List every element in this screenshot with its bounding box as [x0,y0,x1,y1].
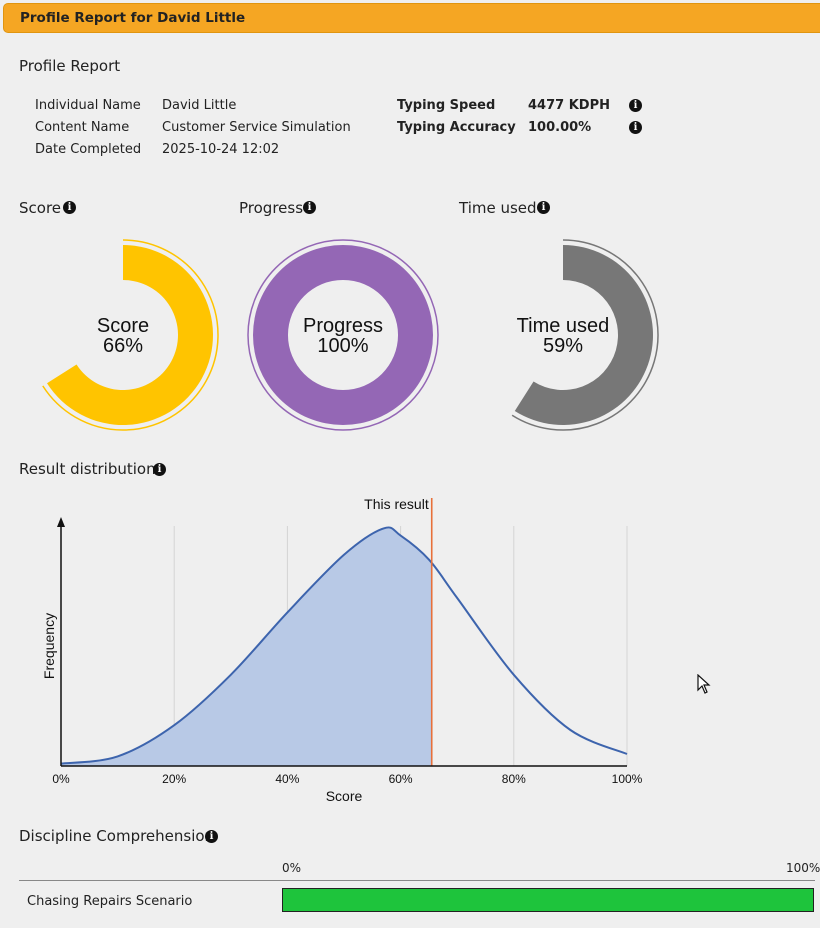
profile-report-heading: Profile Report [19,57,121,75]
discipline-progress-bar [282,888,814,912]
discipline-comprehension-heading: Discipline Comprehension [19,827,215,845]
x-tick-label: 20% [162,772,186,786]
time-used-gauge-label: Time used 59% [503,316,623,356]
typing-accuracy-value: 100.00% [528,120,592,135]
individual-name-label: Individual Name [35,98,141,113]
progress-gauge-value: 100% [317,335,369,357]
content-name-value: Customer Service Simulation [162,120,351,135]
x-tick-labels: 0% 20% 40% 60% 80% 100% [52,772,642,786]
progress-info-icon[interactable]: i [303,201,316,214]
distribution-curve [60,526,628,765]
distribution-area [61,527,432,766]
typing-speed-info-icon[interactable]: i [629,99,642,112]
typing-speed-label: Typing Speed [397,98,496,113]
report-titlebar: Profile Report for David Little [3,3,820,33]
typing-accuracy-info-icon[interactable]: i [629,121,642,134]
content-name-label: Content Name [35,120,130,135]
x-tick-label: 40% [275,772,299,786]
score-heading: Score [19,199,62,217]
x-tick-label: 80% [502,772,526,786]
score-gauge-label: Score 66% [73,316,173,356]
individual-name-value: David Little [162,98,237,113]
score-gauge [42,239,219,431]
result-distribution-chart: This result 0% 20% 40% 60% 80% 100% Score Fre… [41,496,643,804]
scale-min-label: 0% [282,861,302,875]
progress-gauge [247,239,439,431]
time-used-heading: Time used [459,199,537,217]
score-gauge-outline [42,239,219,431]
progress-heading: Progress [239,199,304,217]
discipline-row-name: Chasing Repairs Scenario [27,894,193,909]
time-used-gauge-outline [511,239,659,431]
discipline-info-icon[interactable]: i [205,830,218,843]
time-used-gauge-arc [514,245,653,425]
time-used-gauge-title: Time used [516,315,610,337]
report-title: Profile Report for David Little [20,10,246,26]
progress-gauge-label: Progress 100% [283,316,403,356]
score-gauge-arc [47,245,213,425]
discipline-progress-fill [283,889,813,911]
x-axis-title: Score [326,788,363,804]
y-axis-title: Frequency [41,613,57,679]
date-completed-label: Date Completed [35,142,142,157]
discipline-divider [19,880,815,881]
typing-accuracy-label: Typing Accuracy [397,120,516,135]
x-tick-label: 60% [389,772,413,786]
date-completed-value: 2025-10-24 12:02 [162,142,280,157]
score-info-icon[interactable]: i [63,201,76,214]
score-gauge-title: Score [96,315,150,337]
progress-gauge-title: Progress [302,315,384,337]
typing-speed-value: 4477 KDPH [528,98,610,113]
y-axis-arrow [57,517,65,527]
gauges-area [42,239,659,431]
progress-gauge-arc [253,245,433,425]
progress-gauge-outline [247,239,439,431]
x-tick-label: 0% [52,772,70,786]
this-result-label: This result [364,496,429,512]
time-used-gauge-value: 59% [542,335,584,357]
x-tick-label: 100% [612,772,643,786]
result-distribution-heading: Result distribution [19,460,156,478]
time-used-info-icon[interactable]: i [537,201,550,214]
mouse-cursor-icon [697,674,711,694]
result-distribution-info-icon[interactable]: i [153,463,166,476]
scale-max-label: 100% [786,861,820,875]
time-used-gauge [511,239,659,431]
score-gauge-value: 66% [102,335,144,357]
